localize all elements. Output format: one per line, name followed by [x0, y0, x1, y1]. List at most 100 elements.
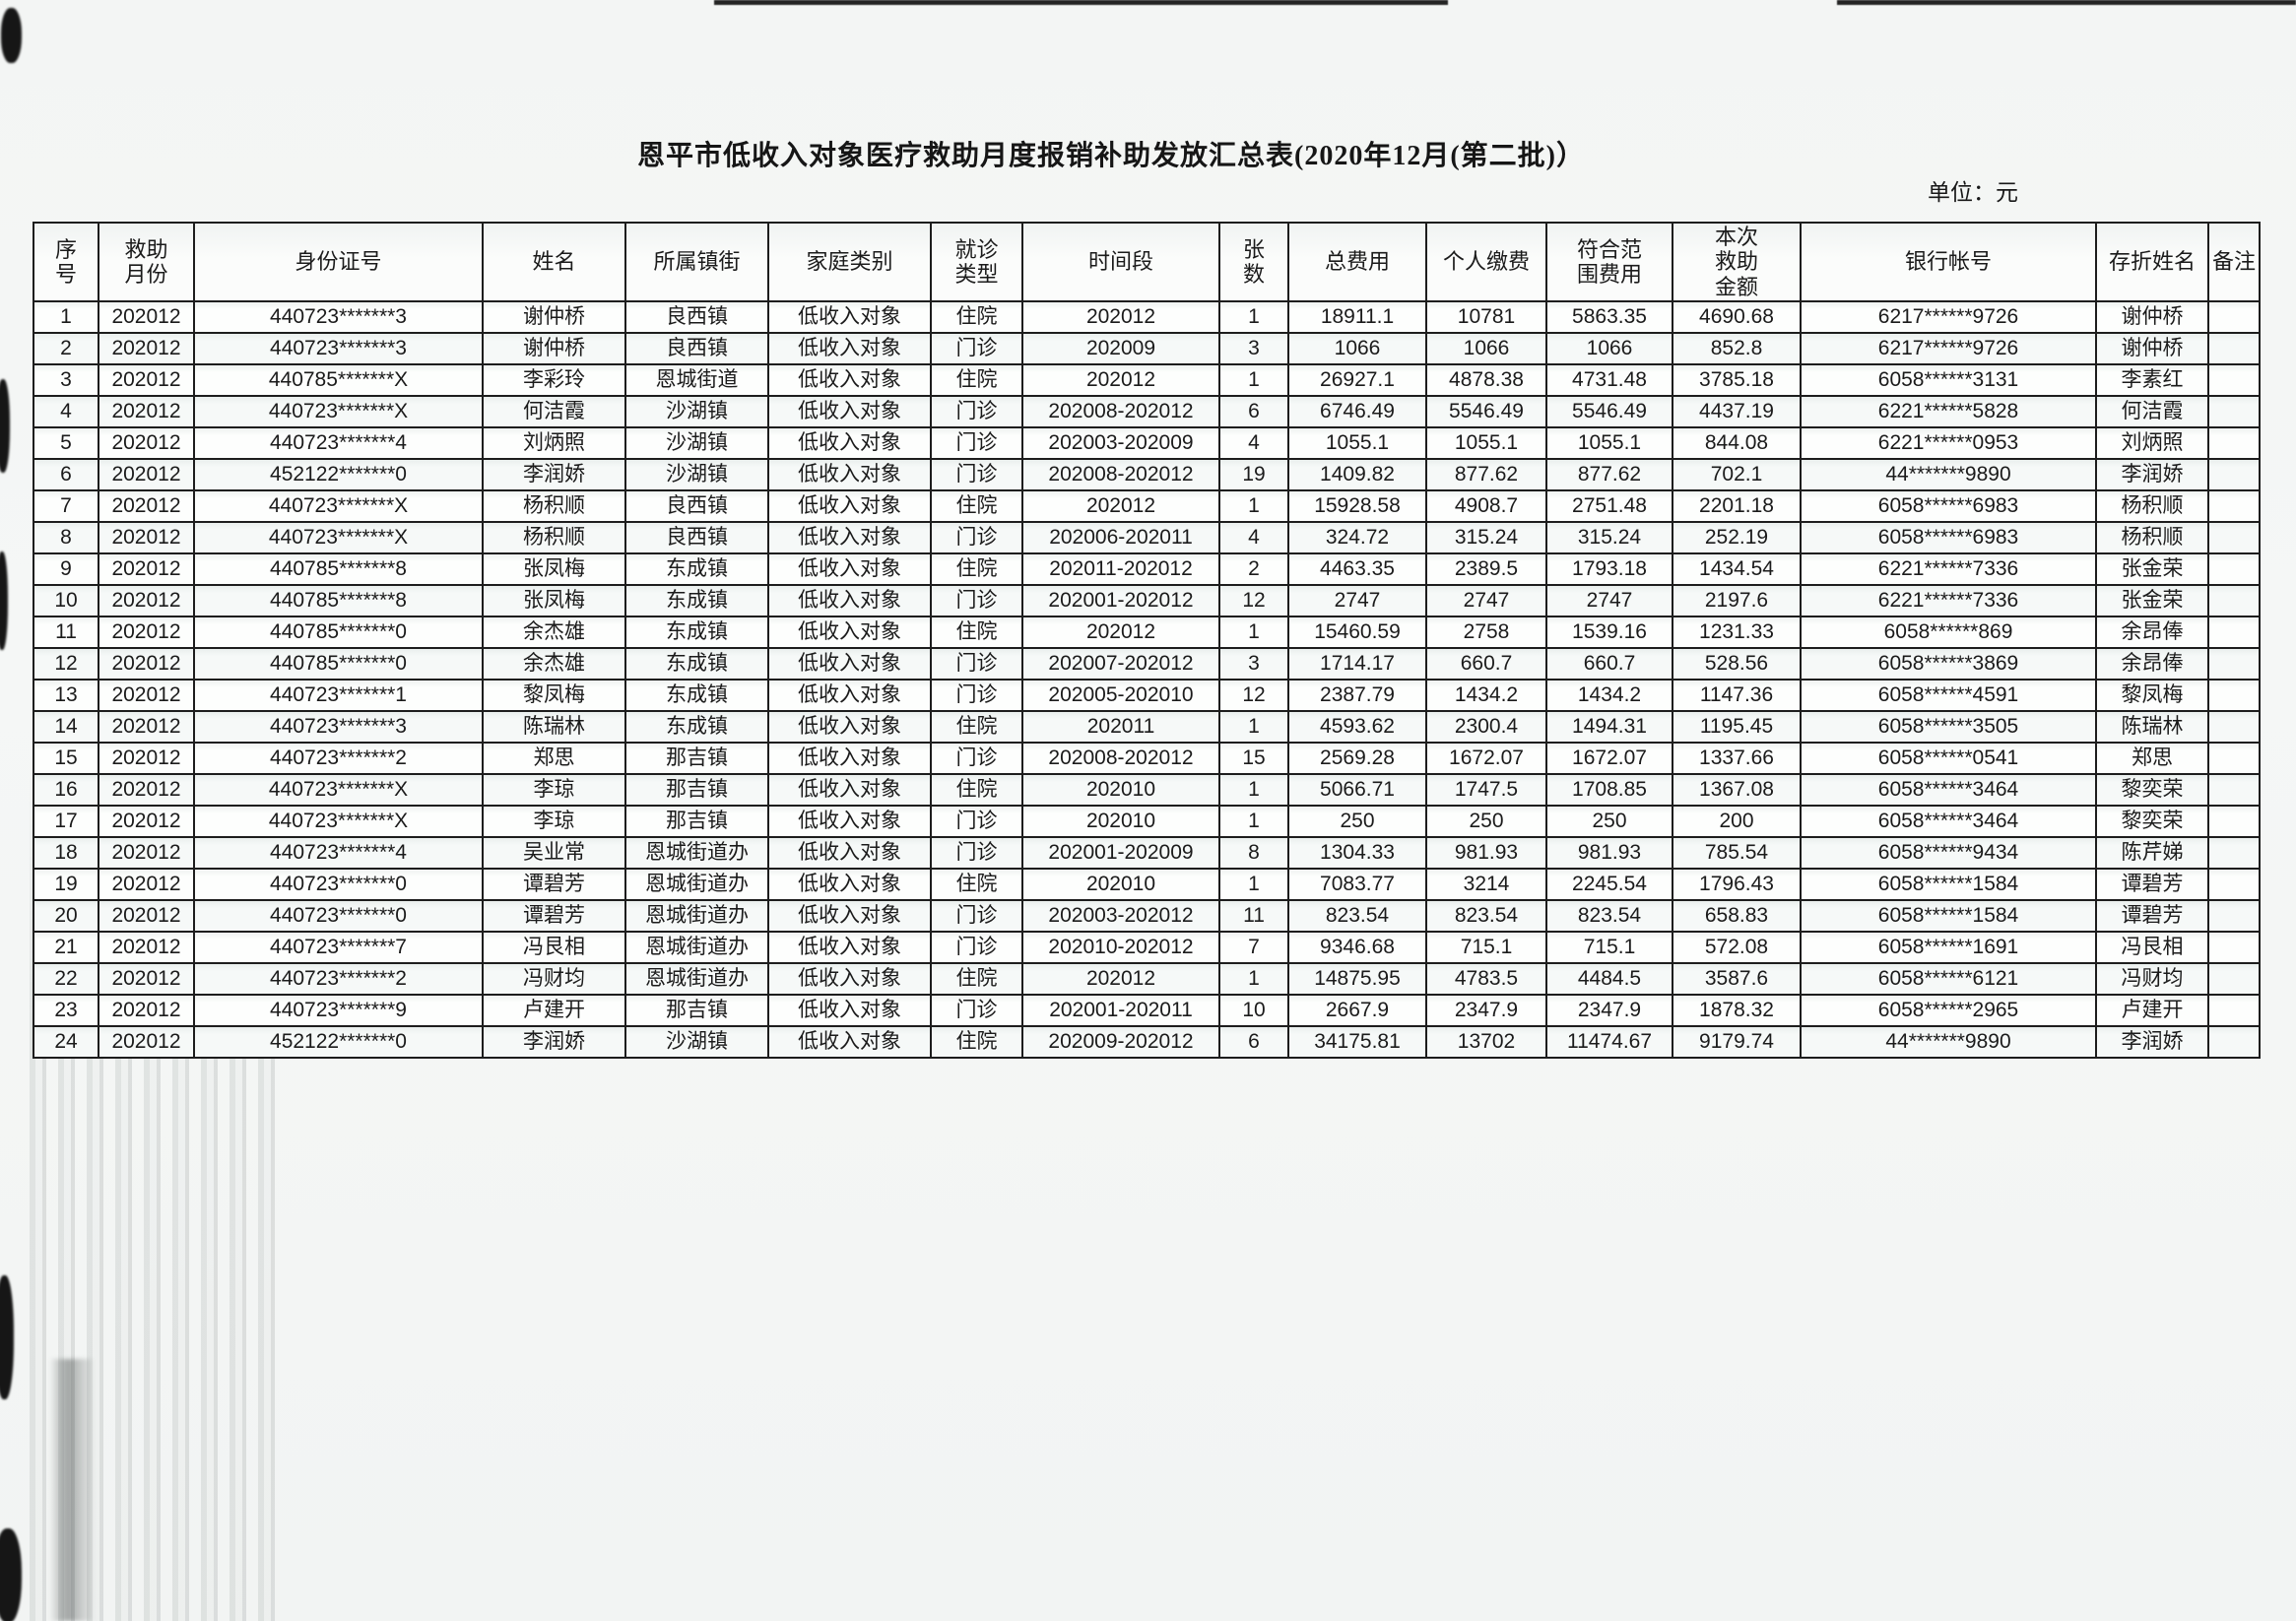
cell-visit-type: 门诊 — [930, 426, 1023, 460]
column-header-name: 姓名 — [482, 222, 626, 302]
cell-subsidy-amount: 2197.6 — [1672, 584, 1802, 617]
cell-period: 202006-202011 — [1021, 521, 1220, 554]
column-header-total-cost: 总费用 — [1287, 222, 1427, 302]
cell-remark — [2207, 994, 2261, 1027]
table-row: 11 202012 440785*******0 余杰雄 东成镇 低收入对象 住院 20201… — [33, 616, 2261, 649]
cell-count: 7 — [1218, 931, 1289, 964]
cell-bank-account: 6217******9726 — [1800, 332, 2097, 365]
cell-subsidy-amount: 1337.66 — [1672, 742, 1802, 775]
cell-total-cost: 1066 — [1287, 332, 1427, 365]
cell-month: 202012 — [98, 805, 195, 838]
cell-remark — [2207, 868, 2261, 901]
cell-bank-account: 6058******1584 — [1800, 868, 2097, 901]
cell-family-type: 低收入对象 — [767, 931, 932, 964]
cell-family-type: 低收入对象 — [767, 836, 932, 870]
cell-visit-type: 住院 — [930, 489, 1023, 523]
cell-visit-type: 门诊 — [930, 994, 1023, 1027]
cell-visit-type: 门诊 — [930, 679, 1023, 712]
cell-family-type: 低收入对象 — [767, 679, 932, 712]
cell-passbook-name: 谢仲桥 — [2095, 300, 2209, 334]
cell-town: 东成镇 — [624, 679, 769, 712]
cell-subsidy-amount: 844.08 — [1672, 426, 1802, 460]
cell-no: 17 — [33, 805, 99, 838]
cell-town: 恩城街道办 — [624, 962, 769, 996]
cell-remark — [2207, 426, 2261, 460]
cell-eligible-cost: 11474.67 — [1545, 1025, 1673, 1059]
cell-visit-type: 门诊 — [930, 931, 1023, 964]
cell-eligible-cost: 5863.35 — [1545, 300, 1673, 334]
cell-eligible-cost: 1672.07 — [1545, 742, 1673, 775]
cell-total-cost: 9346.68 — [1287, 931, 1427, 964]
cell-bank-account: 6058******3464 — [1800, 773, 2097, 807]
cell-town: 沙湖镇 — [624, 458, 769, 491]
cell-remark — [2207, 552, 2261, 586]
cell-id-number: 440723*******X — [193, 773, 484, 807]
cell-personal-payment: 1055.1 — [1425, 426, 1547, 460]
cell-town: 恩城街道办 — [624, 836, 769, 870]
cell-town: 恩城街道 — [624, 363, 769, 397]
cell-period: 202010-202012 — [1021, 931, 1220, 964]
cell-id-number: 440785*******X — [193, 363, 484, 397]
cell-month: 202012 — [98, 994, 195, 1027]
cell-town: 良西镇 — [624, 489, 769, 523]
cell-bank-account: 6217******9726 — [1800, 300, 2097, 334]
cell-personal-payment: 315.24 — [1425, 521, 1547, 554]
cell-passbook-name: 余昂俸 — [2095, 647, 2209, 681]
cell-personal-payment: 2747 — [1425, 584, 1547, 617]
cell-passbook-name: 杨积顺 — [2095, 521, 2209, 554]
table-row: 23 202012 440723*******9 卢建开 那吉镇 低收入对象 门诊 20200… — [33, 994, 2261, 1027]
table-row: 14 202012 440723*******3 陈瑞林 东成镇 低收入对象 住院 20201… — [33, 710, 2261, 744]
cell-month: 202012 — [98, 426, 195, 460]
cell-remark — [2207, 300, 2261, 334]
cell-remark — [2207, 616, 2261, 649]
table-row: 17 202012 440723*******X 李琼 那吉镇 低收入对象 门诊 202010… — [33, 805, 2261, 838]
table-row: 15 202012 440723*******2 郑思 那吉镇 低收入对象 门诊 202008… — [33, 742, 2261, 775]
cell-id-number: 452122*******0 — [193, 1025, 484, 1059]
cell-count: 1 — [1218, 773, 1289, 807]
cell-personal-payment: 660.7 — [1425, 647, 1547, 681]
cell-town: 恩城街道办 — [624, 868, 769, 901]
cell-personal-payment: 1434.2 — [1425, 679, 1547, 712]
cell-count: 4 — [1218, 521, 1289, 554]
cell-personal-payment: 1066 — [1425, 332, 1547, 365]
column-header-family-type: 家庭类别 — [767, 222, 932, 302]
cell-no: 5 — [33, 426, 99, 460]
cell-bank-account: 44*******9890 — [1800, 1025, 2097, 1059]
cell-family-type: 低收入对象 — [767, 742, 932, 775]
column-header-subsidy-amount: 本次 救助 金额 — [1672, 222, 1802, 302]
cell-town: 那吉镇 — [624, 742, 769, 775]
cell-count: 3 — [1218, 332, 1289, 365]
cell-id-number: 440723*******X — [193, 489, 484, 523]
cell-passbook-name: 谭碧芳 — [2095, 868, 2209, 901]
cell-passbook-name: 卢建开 — [2095, 994, 2209, 1027]
cell-name: 刘炳照 — [482, 426, 626, 460]
cell-town: 那吉镇 — [624, 773, 769, 807]
cell-eligible-cost: 250 — [1545, 805, 1673, 838]
cell-no: 10 — [33, 584, 99, 617]
cell-visit-type: 住院 — [930, 300, 1023, 334]
cell-eligible-cost: 660.7 — [1545, 647, 1673, 681]
cell-count: 15 — [1218, 742, 1289, 775]
cell-subsidy-amount: 1147.36 — [1672, 679, 1802, 712]
cell-name: 余杰雄 — [482, 647, 626, 681]
cell-no: 11 — [33, 616, 99, 649]
cell-visit-type: 门诊 — [930, 395, 1023, 428]
cell-total-cost: 5066.71 — [1287, 773, 1427, 807]
cell-period: 202012 — [1021, 616, 1220, 649]
cell-month: 202012 — [98, 332, 195, 365]
cell-town: 东成镇 — [624, 710, 769, 744]
cell-month: 202012 — [98, 899, 195, 933]
cell-name: 谭碧芳 — [482, 899, 626, 933]
cell-personal-payment: 1747.5 — [1425, 773, 1547, 807]
cell-no: 15 — [33, 742, 99, 775]
cell-bank-account: 6058******6983 — [1800, 521, 2097, 554]
cell-month: 202012 — [98, 773, 195, 807]
scan-artifact-blob-5 — [0, 1528, 22, 1621]
cell-family-type: 低收入对象 — [767, 552, 932, 586]
cell-month: 202012 — [98, 710, 195, 744]
cell-personal-payment: 10781 — [1425, 300, 1547, 334]
cell-name: 李琼 — [482, 805, 626, 838]
cell-total-cost: 250 — [1287, 805, 1427, 838]
cell-subsidy-amount: 1367.08 — [1672, 773, 1802, 807]
cell-personal-payment: 877.62 — [1425, 458, 1547, 491]
